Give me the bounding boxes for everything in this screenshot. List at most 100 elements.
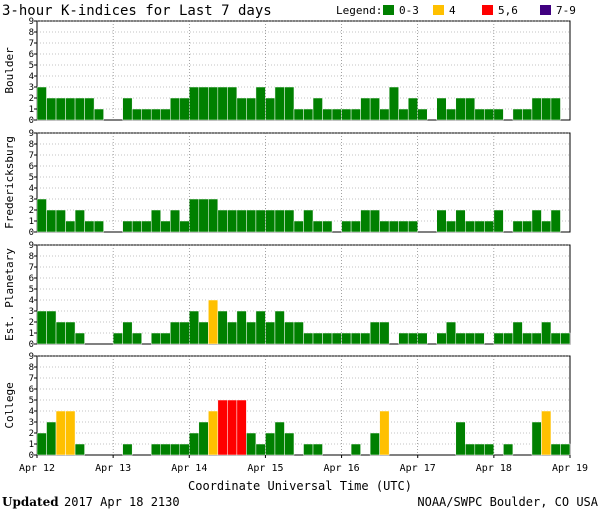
kindex-bar [398, 108, 409, 121]
kindex-bar [65, 410, 76, 456]
source-credit: NOAA/SWPC Boulder, CO USA [417, 495, 598, 509]
kindex-bar [36, 310, 47, 345]
kindex-bar [379, 410, 390, 456]
kindex-bar [446, 321, 457, 345]
kindex-bar [398, 332, 409, 345]
kindex-bar [208, 86, 219, 121]
kindex-bar [255, 310, 266, 345]
kindex-bar [312, 332, 323, 345]
kindex-bar [198, 198, 209, 233]
kindex-bar [484, 108, 495, 121]
kindex-bar [160, 443, 171, 456]
kindex-bar [74, 443, 85, 456]
kindex-bar [560, 332, 571, 345]
kindex-bar [208, 410, 219, 456]
kindex-bar [493, 332, 504, 345]
kindex-bar [255, 209, 266, 233]
panel-station-label: Fredericksburg [3, 136, 16, 229]
kindex-bar [55, 410, 66, 456]
kindex-bar [350, 220, 361, 233]
y-tick-label: 4 [29, 72, 34, 82]
y-tick-label: 8 [29, 252, 34, 262]
kindex-bar [217, 209, 228, 233]
kindex-bar [122, 220, 133, 233]
legend-swatch-3 [482, 5, 493, 15]
x-tick-label: Apr 12 [19, 463, 55, 474]
kindex-bar [208, 198, 219, 233]
kindex-bar [274, 209, 285, 233]
kindex-bar [417, 332, 428, 345]
kindex-bar [93, 108, 104, 121]
kindex-bar [388, 220, 399, 233]
kindex-bar [122, 97, 133, 121]
kindex-bar [74, 97, 85, 121]
y-tick-label: 0 [29, 340, 34, 350]
legend: Legend: 0-3 4 5,6 7-9 [336, 4, 576, 17]
kindex-bar [227, 399, 238, 456]
kindex-bar [341, 108, 352, 121]
legend-swatch-1 [383, 5, 394, 15]
kindex-bar [369, 209, 380, 233]
kindex-bar [322, 332, 333, 345]
kindex-bar [131, 220, 142, 233]
kindex-bar [503, 332, 514, 345]
kindex-bar [65, 97, 76, 121]
y-tick-label: 6 [29, 385, 34, 395]
y-tick-label: 9 [29, 352, 34, 362]
kindex-bar [436, 332, 447, 345]
kindex-bar [322, 220, 333, 233]
kindex-bar [55, 209, 66, 233]
y-tick-label: 4 [29, 296, 34, 306]
kindex-bar [303, 209, 314, 233]
kindex-bar [255, 86, 266, 121]
kindex-bar [312, 97, 323, 121]
kindex-bar [236, 399, 247, 456]
kindex-bar [312, 220, 323, 233]
kindex-bar [522, 108, 533, 121]
kindex-bar [331, 108, 342, 121]
y-tick-label: 2 [29, 94, 34, 104]
kindex-bar [474, 332, 485, 345]
y-tick-label: 8 [29, 28, 34, 38]
kindex-bar [179, 97, 190, 121]
kindex-bar [360, 332, 371, 345]
kindex-bar [131, 332, 142, 345]
kindex-bar [198, 86, 209, 121]
x-tick-label: Apr 18 [476, 463, 512, 474]
kindex-bar [65, 321, 76, 345]
kindex-bar [303, 443, 314, 456]
kindex-bar [36, 86, 47, 121]
legend-swatch-4 [540, 5, 551, 15]
kindex-bar [322, 108, 333, 121]
y-tick-label: 7 [29, 263, 34, 273]
kindex-bar [455, 421, 466, 456]
kindex-bar [274, 86, 285, 121]
kindex-bar [179, 443, 190, 456]
kindex-bar [150, 108, 161, 121]
kindex-bar [141, 108, 152, 121]
kindex-bar [55, 321, 66, 345]
panel-station-label: Est. Planetary [3, 248, 16, 341]
panel-station-label: Boulder [3, 47, 16, 94]
y-tick-label: 7 [29, 151, 34, 161]
panel-frame [36, 355, 571, 456]
x-tick-label: Apr 15 [247, 463, 283, 474]
y-tick-label: 4 [29, 407, 34, 417]
kindex-bar [360, 97, 371, 121]
y-tick-label: 2 [29, 429, 34, 439]
x-axis-ticks: Apr 12 Apr 13 Apr 14 Apr 15 Apr 16 Apr 17 Apr … [19, 455, 588, 474]
legend-label: Legend: [336, 4, 382, 17]
kindex-bar [407, 332, 418, 345]
kindex-bar [446, 220, 457, 233]
y-tick-label: 3 [29, 83, 34, 93]
kindex-bar [350, 332, 361, 345]
kindex-bar [379, 108, 390, 121]
y-tick-label: 8 [29, 140, 34, 150]
kindex-bar [512, 108, 523, 121]
x-tick-label: Apr 16 [324, 463, 360, 474]
legend-item-label: 7-9 [556, 4, 576, 17]
kindex-bar [493, 108, 504, 121]
kindex-bar [227, 86, 238, 121]
kindex-bar [236, 310, 247, 345]
